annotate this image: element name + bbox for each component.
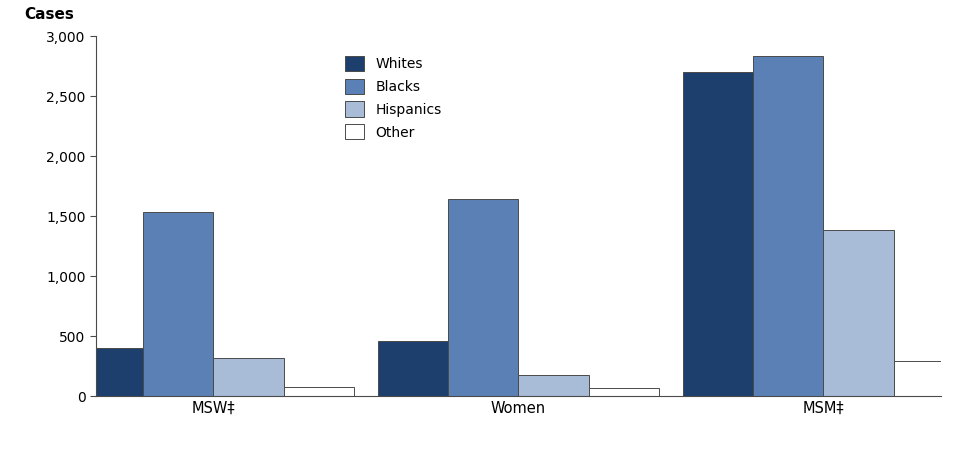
Bar (518, 375, 588, 396)
Bar (824, 230, 894, 396)
Bar (73, 348, 143, 396)
Bar (284, 387, 354, 396)
Bar (588, 388, 660, 396)
Bar (213, 358, 284, 396)
Text: Cases: Cases (24, 7, 74, 22)
Bar (377, 341, 448, 396)
Bar (753, 56, 824, 396)
Bar (894, 361, 960, 396)
Bar (143, 212, 213, 396)
Legend: Whites, Blacks, Hispanics, Other: Whites, Blacks, Hispanics, Other (340, 50, 447, 145)
Bar (448, 199, 518, 396)
Bar (683, 72, 753, 396)
